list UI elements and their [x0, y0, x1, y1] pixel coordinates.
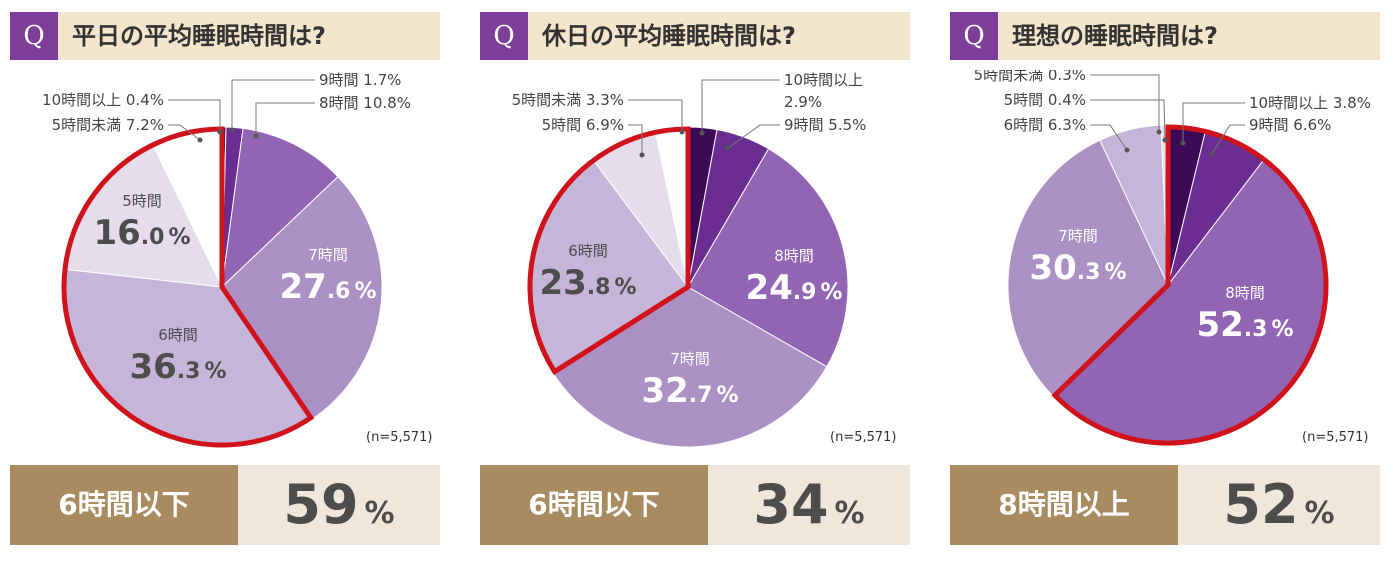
slice-big-value-8h: 24.9%: [745, 268, 842, 308]
slice-big-label-7h: 7時間: [1058, 227, 1098, 245]
leader-dot-6h: [1124, 147, 1130, 153]
slice-label-9h: 9時間 5.5%: [784, 116, 866, 134]
slice-label-1010h-plus: 10時間以上 0.4%: [42, 91, 164, 109]
highlight-outline: [61, 126, 315, 448]
q-icon: Q: [10, 12, 58, 60]
summary-value: 52%: [1178, 465, 1380, 545]
leader-dot-1010h-plus: [699, 130, 705, 136]
leader-dot-9h: [725, 145, 731, 151]
summary-bar: 8時間以上 52%: [950, 465, 1380, 545]
question-title: 平日の平均睡眠時間は?: [72, 22, 326, 50]
panel-weekday: Q 平日の平均睡眠時間は? 7時間 27.6% 6時間 36.3% 5時間 16.0% 10…: [0, 0, 450, 561]
leader-line-1010h-plus: [1182, 102, 1245, 143]
slice-big-value-8h: 52.3%: [1196, 305, 1293, 345]
leader-line-9h: [1211, 124, 1245, 155]
leader-line-6h: [1090, 124, 1128, 151]
pie-slice-8h: [221, 127, 339, 289]
summary-value: 59%: [238, 465, 440, 545]
leader-line-5under: [628, 99, 683, 132]
slice-big-value-7h: 27.6%: [279, 267, 376, 307]
slice-label-6h: 6時間 6.3%: [1004, 116, 1086, 134]
summary-number: 52: [1223, 473, 1299, 536]
q-icon: Q: [950, 12, 998, 60]
summary-unit: %: [1304, 496, 1335, 531]
slice-label-1010h-plus: 10時間以上 3.8%: [1249, 94, 1371, 112]
panel-holiday: Q 休日の平均睡眠時間は? 8時間 24.9% 7時間 32.7% 6時間 23.8% 10…: [470, 0, 920, 561]
slice-label-2-1010h-plus: 2.9%: [784, 93, 822, 111]
slice-big-label-8h: 8時間: [774, 247, 814, 265]
sample-size-label: (n=5,571): [1302, 430, 1369, 445]
panel-ideal: Q 理想の睡眠時間は? 8時間 52.3% 7時間 30.3% 10時間以上 3.8% 9…: [940, 0, 1390, 561]
highlight-outline: [527, 126, 691, 376]
summary-bar: 6時間以下 59%: [10, 465, 440, 545]
slice-big-value-5h: 16.0%: [93, 213, 190, 253]
summary-bar: 6時間以下 34%: [480, 465, 910, 545]
leader-line-5h: [628, 124, 643, 155]
leader-dot-5under: [1156, 129, 1162, 135]
summary-unit: %: [834, 496, 865, 531]
pie-slice-7h: [1007, 139, 1169, 398]
slice-label-5under: 5時間未満 3.3%: [512, 91, 624, 109]
pie-chart-holiday: 8時間 24.9 % 7時間 32.7 % 6時間 23.8 % 10時間以上 2.9% 9時間 5.…: [512, 71, 866, 448]
leader-dot-5h: [1162, 137, 1168, 143]
leader-dot-5under: [679, 129, 685, 135]
summary-unit: %: [364, 496, 395, 531]
pie-slice-8h: [687, 148, 849, 368]
leader-dot-5under: [197, 137, 203, 143]
summary-label: 6時間以下: [10, 465, 238, 545]
slice-big-value-7h: 32.7%: [641, 371, 738, 411]
highlight-outline: [1051, 124, 1329, 446]
leader-line-9h: [727, 124, 780, 149]
slice-label-8h: 8時間 10.8%: [319, 94, 411, 112]
slice-big-label-7h: 7時間: [670, 350, 710, 368]
leader-line-5under: [168, 124, 201, 141]
leader-dot-5h: [639, 152, 645, 158]
leader-dot-9h: [229, 127, 235, 133]
slice-label-9h: 9時間 6.6%: [1249, 116, 1331, 134]
slice-big-value-6h: 23.8%: [539, 263, 636, 303]
summary-value: 34%: [708, 465, 910, 545]
slice-big-value-6h: 36.3%: [129, 347, 226, 387]
question-bar: Q 平日の平均睡眠時間は?: [10, 12, 440, 60]
leader-line-9h: [231, 79, 315, 130]
question-title: 休日の平均睡眠時間は?: [542, 22, 796, 50]
leader-line-1010h-plus: [168, 99, 221, 132]
slice-big-value-7h: 30.3%: [1029, 248, 1126, 288]
slice-big-label-7h: 7時間: [308, 246, 348, 264]
slice-label-1010h-plus: 10時間以上: [784, 71, 863, 89]
slice-big-label-8h: 8時間: [1225, 284, 1265, 302]
summary-label: 6時間以下: [480, 465, 708, 545]
sample-size-label: (n=5,571): [830, 430, 897, 445]
slice-label-5under: 5時間未満 0.3%: [974, 70, 1086, 84]
pie-slice-7h: [221, 176, 383, 421]
leader-line-5h: [1090, 99, 1166, 141]
slice-big-label-6h: 6時間: [568, 242, 608, 260]
sample-size-label: (n=5,571): [366, 430, 433, 445]
question-title: 理想の睡眠時間は?: [1012, 22, 1218, 50]
summary-label: 8時間以上: [950, 465, 1178, 545]
question-bar: Q 理想の睡眠時間は?: [950, 12, 1380, 60]
leader-dot-8h: [253, 133, 259, 139]
leader-line-1010h-plus: [701, 79, 780, 133]
question-bar: Q 休日の平均睡眠時間は?: [480, 12, 910, 60]
summary-number: 34: [753, 473, 829, 536]
slice-big-label-5h: 5時間: [122, 192, 162, 210]
slice-big-label-6h: 6時間: [158, 326, 198, 344]
slice-label-5h: 5時間 0.4%: [1004, 91, 1086, 109]
pie-chart-ideal: 8時間 52.3 % 7時間 30.3 % 10時間以上 3.8% 9時間 6.6% 6時間 6…: [974, 70, 1371, 446]
slice-label-5under: 5時間未満 7.2%: [52, 116, 164, 134]
leader-dot-1010h-plus: [217, 129, 223, 135]
leader-line-5under: [1090, 74, 1160, 132]
summary-number: 59: [283, 473, 359, 536]
leader-line-8h: [255, 102, 315, 136]
slice-label-5h: 5時間 6.9%: [542, 116, 624, 134]
leader-dot-9h: [1209, 151, 1215, 157]
q-icon: Q: [480, 12, 528, 60]
slice-label-9h: 9時間 1.7%: [319, 71, 401, 89]
leader-dot-1010h-plus: [1180, 140, 1186, 146]
pie-chart-weekday: 7時間 27.6 % 6時間 36.3 % 5時間 16.0 % 10時間以上 0.4% 9時間 1…: [42, 71, 411, 448]
pie-slice-7h: [552, 286, 828, 448]
